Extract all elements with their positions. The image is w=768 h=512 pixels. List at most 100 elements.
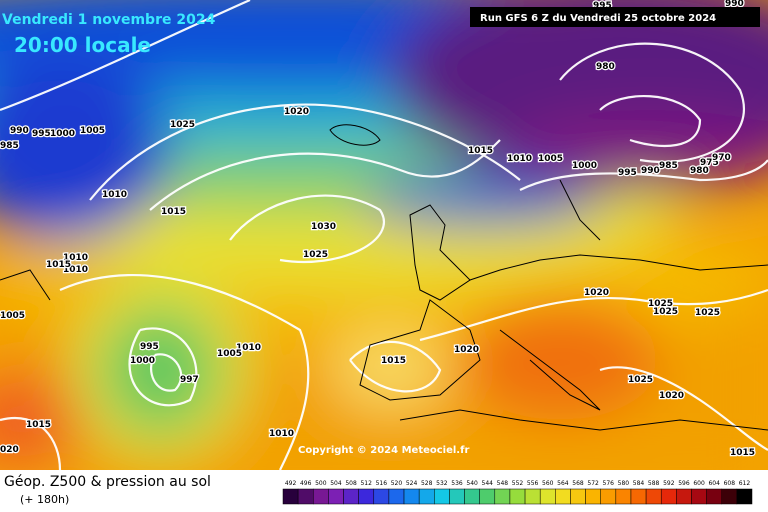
isobar-label: 1025	[653, 307, 678, 317]
colorbar-swatch	[645, 488, 662, 505]
colorbar-label: 604	[708, 480, 720, 487]
colorbar-label: 500	[315, 480, 327, 487]
colorbar-label: 528	[421, 480, 433, 487]
time: 20:00 locale	[14, 33, 151, 57]
colorbar-label: 576	[603, 480, 615, 487]
colorbar-swatch	[388, 488, 405, 505]
colorbar-swatch	[297, 488, 314, 505]
isobar-label: 1000	[50, 129, 75, 139]
colorbar-swatch	[660, 488, 677, 505]
isobar-label: 1030	[311, 222, 336, 232]
colorbar-swatch	[524, 488, 541, 505]
colorbar-label: 588	[648, 480, 660, 487]
isobar-label: 997	[180, 375, 199, 385]
colorbar-swatch	[600, 488, 617, 505]
colorbar-label: 568	[572, 480, 584, 487]
isobar-label: 1015	[468, 146, 493, 156]
isobar-label: 020	[0, 445, 19, 455]
colorbar-label: 592	[663, 480, 675, 487]
isobar-label: 1015	[26, 420, 51, 430]
colorbar-label: 492	[285, 480, 297, 487]
colorbar-label: 512	[360, 480, 372, 487]
isobar-label: 995	[32, 129, 51, 139]
isobar-label: 1025	[648, 299, 673, 309]
date: Vendredi 1 novembre 2024	[2, 12, 216, 28]
colorbar-label: 600	[693, 480, 705, 487]
footer-title: Géop. Z500 & pression au sol	[4, 474, 211, 490]
colorbar-swatch	[313, 488, 329, 505]
isobar-label: 1000	[130, 356, 155, 366]
isobar-label: 1025	[303, 250, 328, 260]
colorbar-label: 572	[587, 480, 599, 487]
copyright: Copyright © 2024 Meteociel.fr	[298, 445, 469, 456]
isobar-label: 1005	[80, 126, 105, 136]
isobar-label: 1025	[170, 120, 195, 130]
isobar-label: 1010	[63, 253, 88, 263]
colorbar-swatch	[479, 488, 496, 505]
colorbar-swatch	[509, 488, 526, 505]
colorbar-label: 584	[633, 480, 645, 487]
colorbar-label: 524	[406, 480, 418, 487]
isobar-label: 1020	[454, 345, 479, 355]
colorbar-swatch	[494, 488, 511, 505]
colorbar-swatch	[328, 488, 344, 505]
isobar-label: 1010	[102, 190, 127, 200]
colorbar-swatch	[570, 488, 586, 505]
colorbar-label: 564	[557, 480, 569, 487]
colorbar-label: 516	[376, 480, 388, 487]
colorbar-label: 612	[739, 480, 751, 487]
isobar-label: 1020	[284, 107, 309, 117]
colorbar-label: 508	[345, 480, 357, 487]
colorbar-label: 596	[678, 480, 690, 487]
isobar-label: 985	[659, 161, 678, 171]
isobar-label: 1015	[161, 207, 186, 217]
footer-lead: (+ 180h)	[20, 493, 69, 506]
colorbar-swatch	[736, 488, 753, 505]
colorbar-swatch	[706, 488, 722, 505]
colorbar-swatch	[615, 488, 632, 505]
isobar-label: 1010	[236, 343, 261, 353]
colorbar-label: 556	[527, 480, 539, 487]
colorbar-swatch	[721, 488, 738, 505]
colorbar-swatch	[464, 488, 480, 505]
colorbar-label: 536	[451, 480, 463, 487]
colorbar-label: 540	[466, 480, 478, 487]
isobar-label: 1005	[0, 311, 25, 321]
isobar-label: 1015	[46, 260, 71, 270]
isobar-label: 1020	[584, 288, 609, 298]
colorbar-swatch	[418, 488, 435, 505]
isobar-label: 980	[596, 62, 615, 72]
colorbar-swatch	[449, 488, 465, 505]
isobar-label: 1025	[628, 375, 653, 385]
isobar-label: 1010	[269, 429, 294, 439]
isobar-label: 995	[140, 342, 159, 352]
colorbar-swatch	[373, 488, 390, 505]
colorbar-swatch	[282, 488, 299, 505]
isobar-label: 975	[700, 158, 719, 168]
isobar-label: 980	[690, 166, 709, 176]
colorbar-label: 532	[436, 480, 448, 487]
colorbar-label: 544	[482, 480, 494, 487]
isobar-label: 1005	[217, 349, 242, 359]
colorbar-label: 608	[724, 480, 736, 487]
run-box	[470, 7, 760, 27]
isobar-label: 1010	[507, 154, 532, 164]
colorbar-swatch	[585, 488, 601, 505]
isobar-label: 985	[0, 141, 19, 151]
colorbar-label: 580	[618, 480, 630, 487]
colorbar-label: 548	[497, 480, 509, 487]
isobar-label: 990	[725, 0, 744, 9]
isobar-label: 990	[641, 166, 660, 176]
isobar-label: 970	[712, 153, 731, 163]
colorbar-swatch	[403, 488, 420, 505]
isobar-label: 1015	[381, 356, 406, 366]
isobar-label: 1000	[572, 161, 597, 171]
isobar-label: 995	[618, 168, 637, 178]
run: Run GFS 6 Z du Vendredi 25 octobre 2024	[480, 13, 716, 24]
colorbar-swatch	[343, 488, 359, 505]
colorbar-swatch	[358, 488, 375, 505]
colorbar-label: 520	[391, 480, 403, 487]
